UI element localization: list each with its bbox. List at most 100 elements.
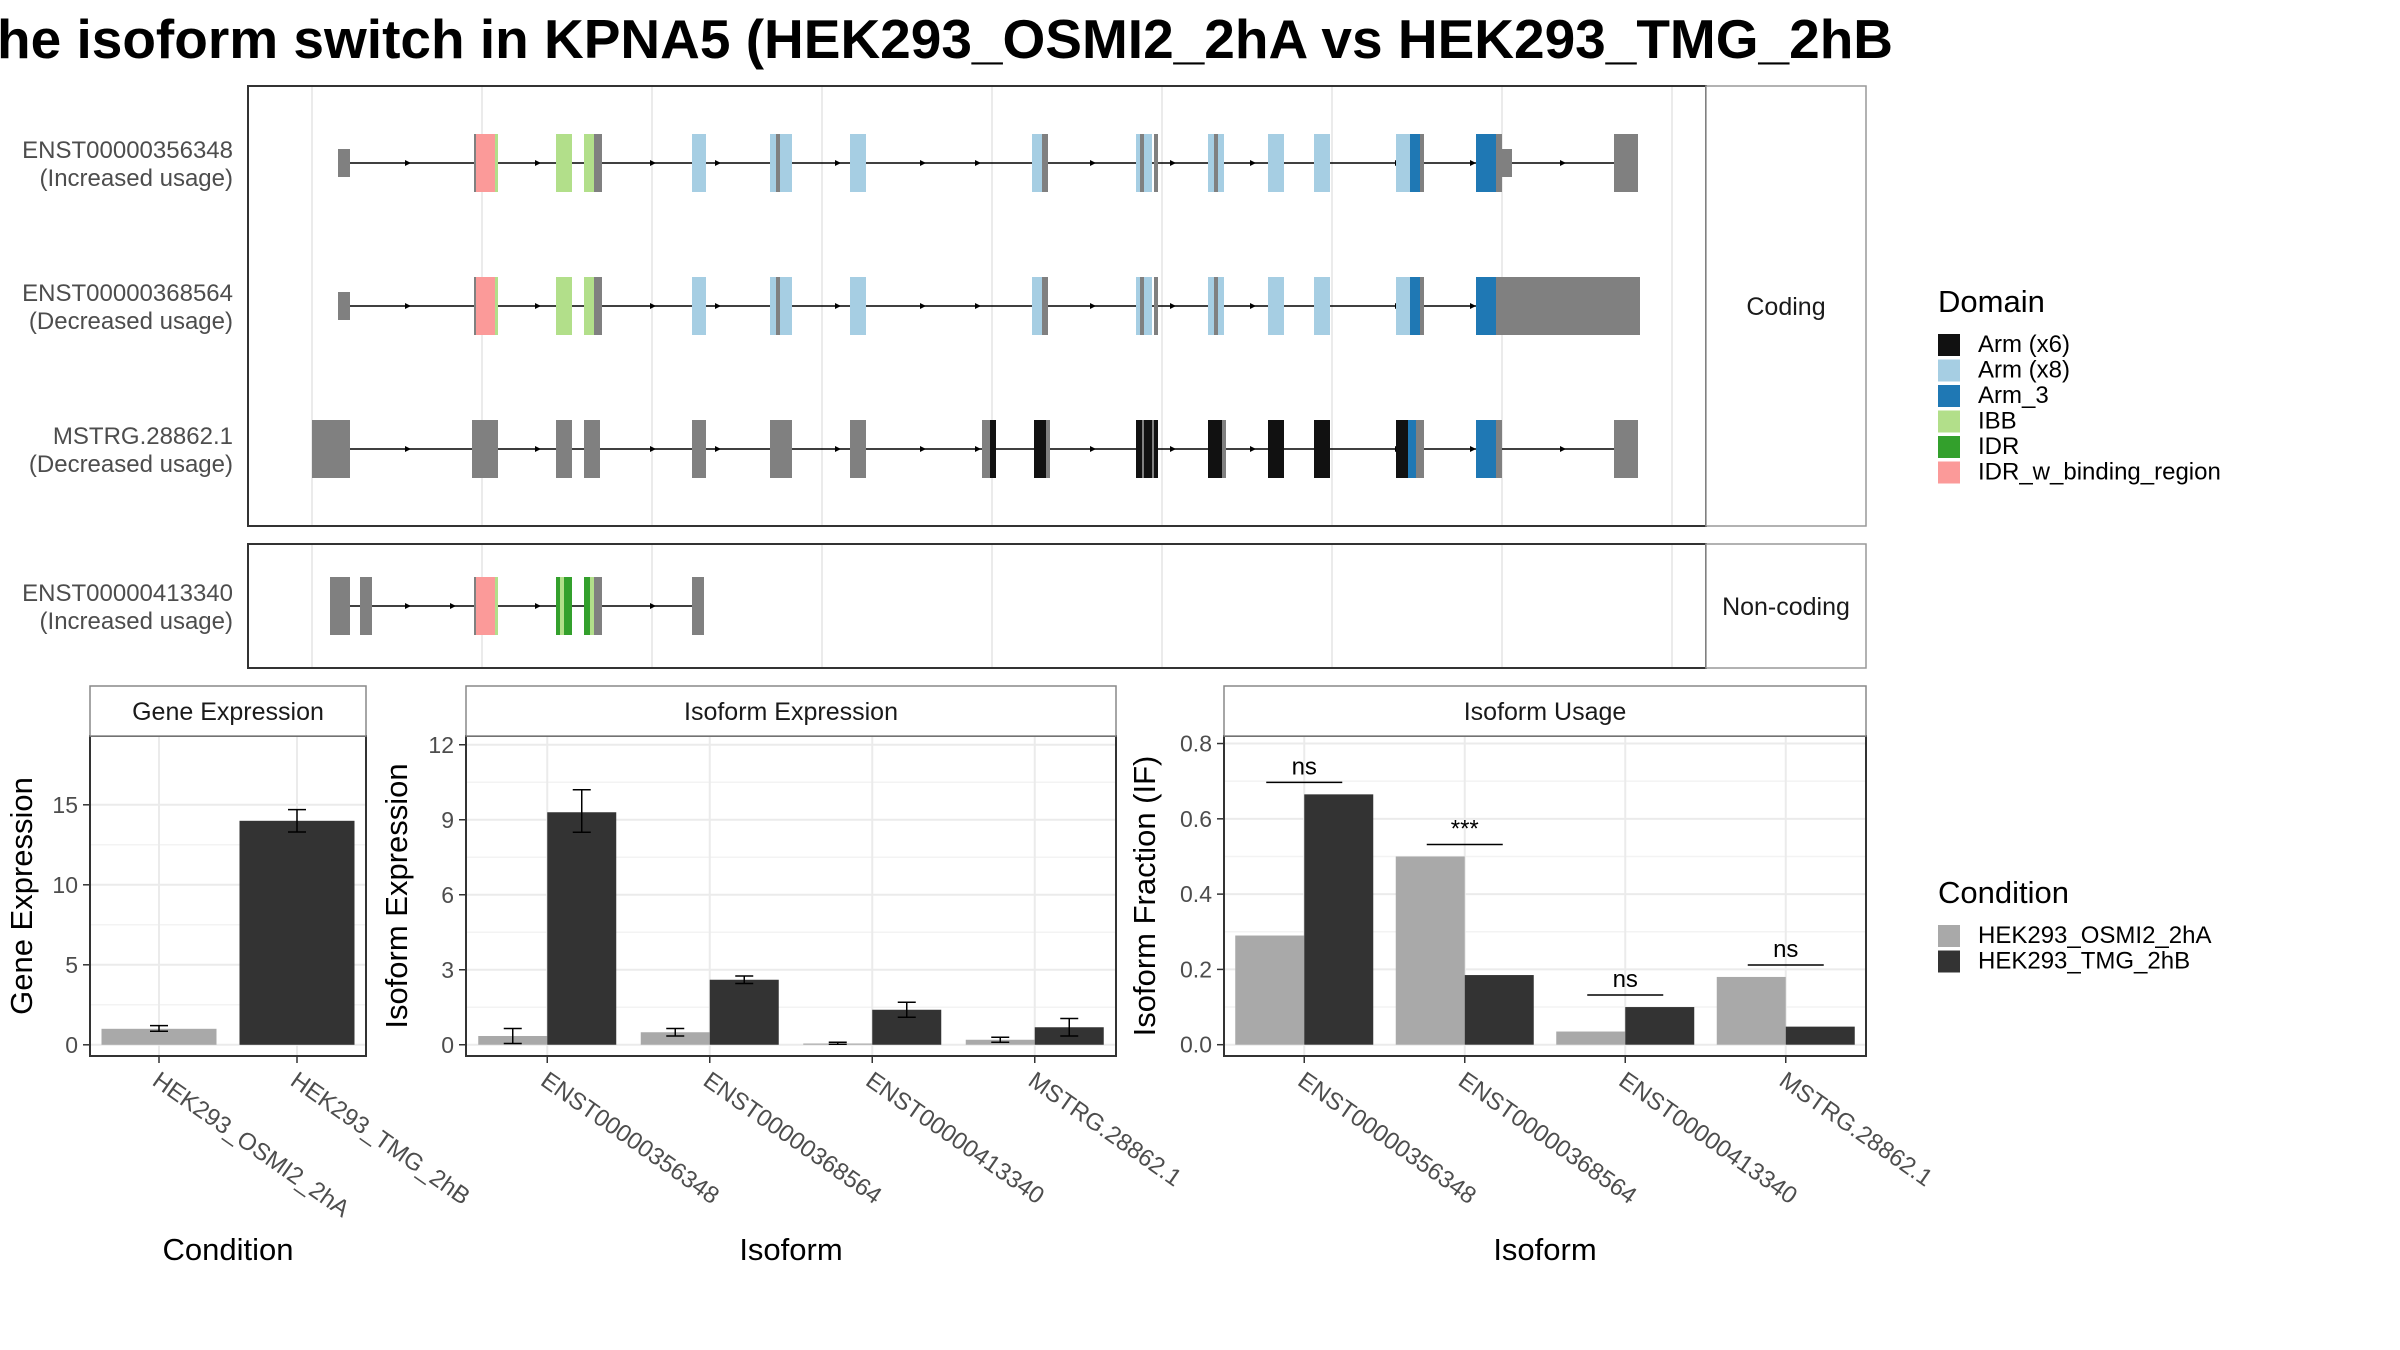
strand-arrow bbox=[535, 303, 541, 309]
strand-arrow bbox=[975, 446, 981, 452]
transcript-usage: (Decreased usage) bbox=[29, 451, 233, 478]
exon-block bbox=[312, 420, 350, 478]
transcript-name: ENST00000413340 bbox=[22, 580, 233, 607]
noncoding-transcript-panel: Non-coding ENST00000413340 (Increased usag… bbox=[22, 543, 1867, 669]
strand-arrow bbox=[1090, 160, 1096, 166]
significance-label: ns bbox=[1292, 753, 1317, 780]
exon-block bbox=[584, 420, 600, 478]
domain-segment bbox=[476, 134, 480, 192]
domain-legend-key bbox=[1938, 461, 1960, 484]
domain-legend-label: IBB bbox=[1978, 408, 2017, 435]
strand-arrow bbox=[920, 160, 926, 166]
bar bbox=[101, 1028, 217, 1045]
domain-segment bbox=[1490, 420, 1498, 478]
strand-arrow bbox=[975, 160, 981, 166]
exon-block bbox=[1222, 420, 1226, 478]
exon-block bbox=[692, 420, 706, 478]
domain-segment bbox=[560, 577, 564, 635]
bar bbox=[1625, 1007, 1695, 1045]
isoform-expression-chart: Isoform Expression036912ENST00000356348E… bbox=[379, 685, 1186, 1267]
exon-block bbox=[1142, 420, 1144, 478]
y-tick-label: 3 bbox=[441, 957, 454, 983]
y-axis-title: Isoform Fraction (IF) bbox=[1127, 756, 1162, 1037]
significance-label: ns bbox=[1773, 936, 1798, 963]
facet-strip bbox=[1223, 685, 1867, 737]
exon-block bbox=[776, 134, 780, 192]
transcript-label: ENST00000356348 (Increased usage) bbox=[22, 137, 233, 192]
strand-arrow bbox=[1560, 446, 1566, 452]
strand-arrow bbox=[835, 160, 841, 166]
domain-segment bbox=[1396, 420, 1408, 478]
y-tick-label: 0.8 bbox=[1180, 731, 1212, 757]
exon-block bbox=[1420, 134, 1424, 192]
exon-block bbox=[770, 420, 792, 478]
y-tick-label: 9 bbox=[441, 807, 454, 833]
strand-arrow bbox=[1250, 303, 1256, 309]
y-tick-label: 0.2 bbox=[1180, 956, 1212, 982]
exon-block bbox=[598, 577, 602, 635]
x-tick-label: MSTRG.28862.1 bbox=[1023, 1067, 1186, 1192]
strand-arrow bbox=[535, 446, 541, 452]
exon-block bbox=[1214, 277, 1218, 335]
transcript-usage: (Increased usage) bbox=[40, 608, 233, 635]
exon-block bbox=[692, 577, 704, 635]
exon-block bbox=[1420, 277, 1424, 335]
strand-arrow bbox=[1470, 446, 1476, 452]
x-tick-label: ENST00000368564 bbox=[698, 1067, 886, 1210]
domain-legend-key bbox=[1938, 410, 1960, 433]
exon-block bbox=[338, 292, 350, 320]
strand-arrow bbox=[1470, 160, 1476, 166]
domain-segment bbox=[1314, 134, 1330, 192]
domain-legend-label: Arm (x8) bbox=[1978, 357, 2070, 384]
exon-block bbox=[598, 134, 602, 192]
chart-title: Isoform Usage bbox=[1464, 698, 1627, 726]
condition-legend-key bbox=[1938, 950, 1960, 973]
strand-arrow bbox=[920, 303, 926, 309]
domain-legend-key bbox=[1938, 385, 1960, 407]
transcript-label: MSTRG.28862.1 (Decreased usage) bbox=[29, 423, 233, 478]
strand-arrow bbox=[920, 446, 926, 452]
exon-block bbox=[1614, 134, 1638, 192]
y-axis-title: Isoform Expression bbox=[379, 763, 414, 1028]
exon-block bbox=[1502, 149, 1512, 177]
strand-arrow bbox=[1250, 446, 1256, 452]
strand-arrow bbox=[405, 446, 411, 452]
strand-arrow bbox=[1560, 160, 1566, 166]
domain-segment bbox=[480, 277, 495, 335]
domain-segment bbox=[1208, 420, 1222, 478]
condition-legend-key bbox=[1938, 925, 1960, 947]
x-tick-label: ENST00000356348 bbox=[536, 1067, 724, 1210]
transcript-name: ENST00000368564 bbox=[22, 280, 233, 307]
exon-block bbox=[594, 277, 598, 335]
bar bbox=[640, 1032, 710, 1045]
exon-block bbox=[776, 277, 780, 335]
domain-legend-key bbox=[1938, 334, 1960, 356]
bar bbox=[1556, 1031, 1626, 1045]
domain-segment bbox=[1034, 420, 1046, 478]
strand-arrow bbox=[535, 603, 541, 609]
domain-segment bbox=[1408, 420, 1416, 478]
exon-block bbox=[598, 277, 602, 335]
exon-block bbox=[1140, 277, 1144, 335]
exon-block bbox=[330, 577, 350, 635]
gene-expression-chart: Gene Expression051015HEK293_OSMI2_2hAHEK… bbox=[4, 685, 475, 1267]
y-tick-label: 12 bbox=[428, 732, 454, 758]
domain-segment bbox=[1396, 134, 1410, 192]
exon-block bbox=[1152, 420, 1154, 478]
x-tick-label: MSTRG.28862.1 bbox=[1774, 1067, 1937, 1192]
domain-legend-title: Domain bbox=[1938, 284, 2045, 319]
strand-arrow bbox=[1090, 303, 1096, 309]
bar bbox=[1304, 794, 1374, 1045]
domain-segment bbox=[556, 134, 572, 192]
exon-block bbox=[1496, 420, 1502, 478]
domain-segment bbox=[1268, 134, 1284, 192]
domain-segment bbox=[480, 577, 495, 635]
noncoding-panel-strip bbox=[1705, 543, 1867, 669]
domain-segment bbox=[990, 420, 996, 478]
bar bbox=[709, 979, 779, 1045]
x-tick-label: ENST00000413340 bbox=[861, 1067, 1049, 1210]
domain-segment bbox=[770, 277, 792, 335]
y-axis-title: Gene Expression bbox=[4, 777, 39, 1015]
transcript-name: MSTRG.28862.1 bbox=[53, 423, 233, 450]
strand-arrow bbox=[1170, 446, 1176, 452]
